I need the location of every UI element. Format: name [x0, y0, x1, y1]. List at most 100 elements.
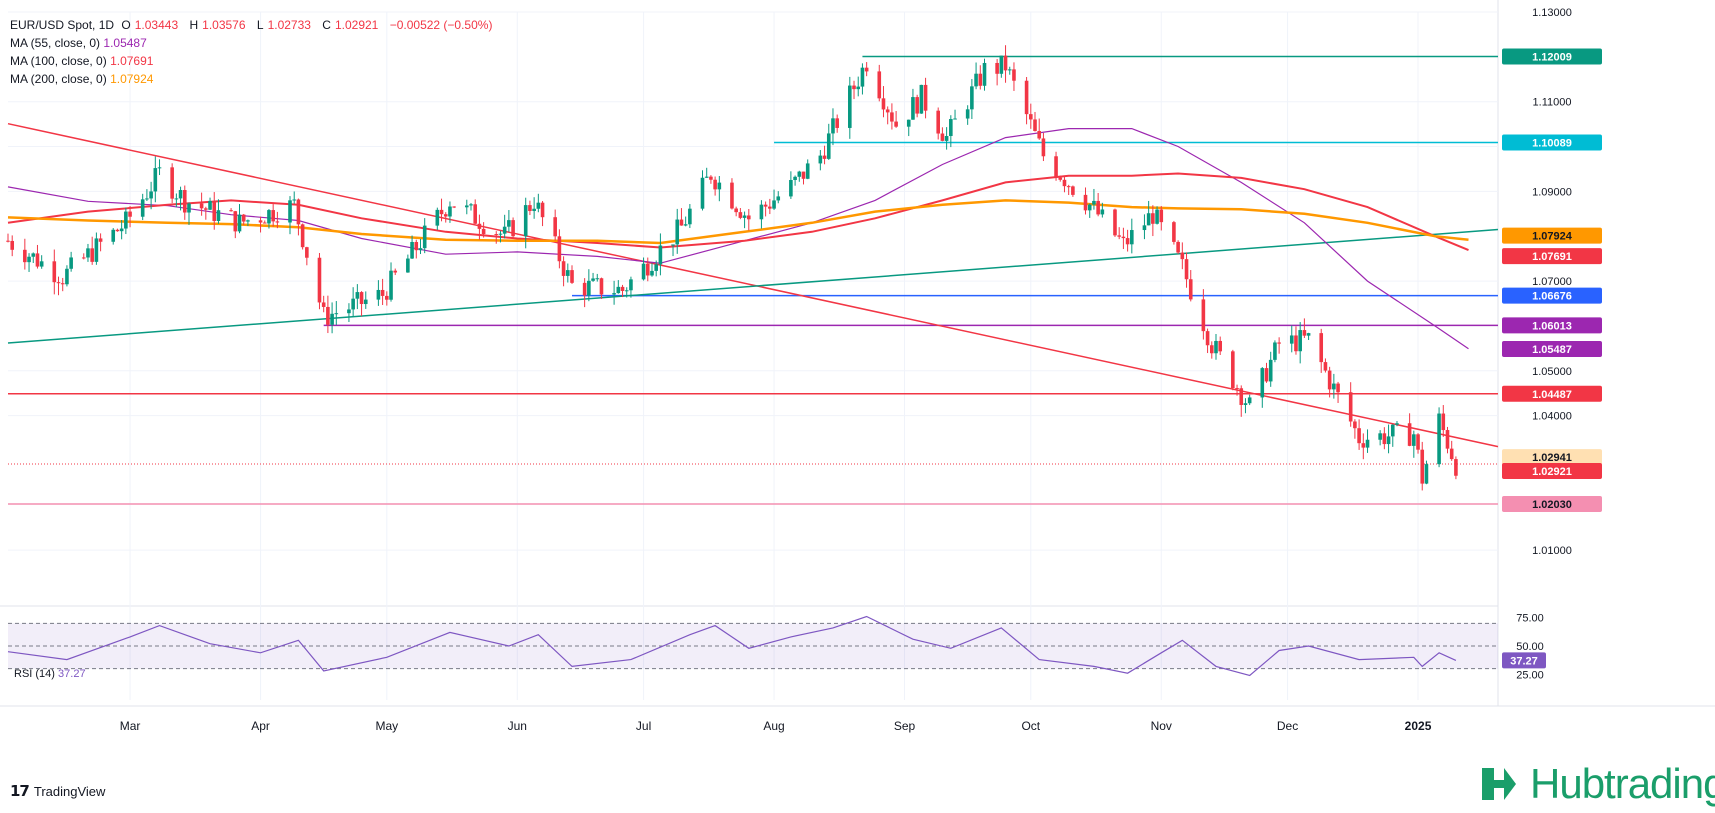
- x-tick-label: Aug: [763, 719, 784, 733]
- candle-body: [267, 210, 271, 224]
- price-line-label: 1.06676: [1532, 291, 1572, 303]
- candle-body: [300, 224, 305, 248]
- candle-body: [406, 258, 410, 273]
- candle-body: [936, 110, 940, 134]
- candle-body: [1146, 213, 1151, 226]
- candle-body: [317, 257, 322, 303]
- candle-body: [801, 171, 806, 179]
- candle-body: [448, 206, 452, 217]
- candle-body: [204, 208, 208, 210]
- tradingview-brand[interactable]: 𝟭𝟳 TradingView: [10, 782, 105, 800]
- candle-body: [982, 62, 987, 86]
- candle-body: [797, 171, 802, 177]
- candle-body: [532, 208, 536, 212]
- price-line-label-bg: [1502, 495, 1602, 512]
- candle-body: [612, 293, 616, 295]
- price-line-label: 1.04487: [1532, 389, 1572, 401]
- candle-body: [1390, 424, 1395, 437]
- candle-body: [1180, 252, 1185, 260]
- candle-body: [237, 214, 242, 232]
- candle-body: [1353, 421, 1357, 429]
- candle-body: [746, 215, 751, 220]
- candle-body: [376, 289, 381, 300]
- symbol-label[interactable]: EUR/USD Spot, 1D: [10, 18, 115, 32]
- candle-body: [906, 119, 911, 127]
- ohlc-row: EUR/USD Spot, 1D O 1.03443 H 1.03576 L 1.02…: [10, 16, 496, 34]
- candle-body: [86, 248, 90, 258]
- ma100-value: 1.07691: [110, 54, 154, 68]
- candle-body: [1028, 114, 1033, 120]
- candle-body: [498, 233, 503, 235]
- candle-body: [208, 200, 212, 210]
- candle-body: [178, 190, 183, 199]
- candle-body: [410, 242, 414, 259]
- candle-body: [145, 198, 149, 200]
- ma55-row[interactable]: MA (55, close, 0) 1.05487: [10, 34, 496, 52]
- candle-body: [831, 118, 835, 134]
- candle-body: [1327, 370, 1332, 390]
- axis-value-label-bg: [1502, 449, 1602, 466]
- candle-body: [1231, 351, 1235, 389]
- candle-body: [915, 97, 919, 114]
- axis-value-label-bg: [1502, 340, 1602, 357]
- x-tick-label: 2025: [1405, 719, 1432, 733]
- x-tick-label: May: [375, 719, 398, 733]
- x-tick-label: Nov: [1151, 719, 1172, 733]
- current-price-label-bg: [1502, 463, 1602, 480]
- y-tick-label: 1.05000: [1532, 366, 1572, 378]
- ma100-row[interactable]: MA (100, close, 0) 1.07691: [10, 52, 496, 70]
- candle-body: [233, 211, 238, 232]
- candle-body: [469, 204, 473, 206]
- candle-body: [789, 180, 793, 197]
- close-value: C 1.02921: [322, 18, 379, 32]
- ma200-row[interactable]: MA (200, close, 0) 1.07924: [10, 70, 496, 88]
- candle-body: [355, 292, 360, 299]
- candle-body: [296, 199, 301, 225]
- candle-body: [1218, 340, 1223, 352]
- candle-body: [1420, 449, 1425, 484]
- candle-body: [1024, 80, 1029, 115]
- candle-body: [1361, 443, 1366, 448]
- candle-body: [443, 214, 448, 217]
- candle-body: [140, 199, 145, 217]
- candle-body: [1395, 423, 1399, 425]
- candle-body: [709, 176, 713, 180]
- candle-body: [763, 204, 768, 207]
- candle-body: [1386, 436, 1391, 445]
- candle-body: [1294, 335, 1298, 352]
- candle-body: [1449, 448, 1454, 460]
- tradingview-logo-icon: 𝟭𝟳: [10, 783, 30, 800]
- candle-body: [69, 257, 73, 269]
- candle-body: [713, 179, 717, 190]
- candle-body: [115, 229, 120, 232]
- candle-body: [1188, 279, 1193, 300]
- candle-body: [305, 247, 309, 258]
- candle-body: [944, 136, 949, 141]
- rsi-legend[interactable]: RSI (14) 37.27: [14, 668, 86, 680]
- candle-body: [911, 97, 915, 120]
- trendline: [7, 228, 1499, 344]
- candle-body: [334, 313, 339, 315]
- candle-body: [848, 85, 852, 128]
- candle-body: [1454, 459, 1458, 476]
- candle-body: [679, 219, 684, 226]
- candle-body: [418, 248, 423, 251]
- candle-body: [385, 295, 389, 300]
- candle-body: [1319, 333, 1324, 363]
- candle-body: [1243, 403, 1248, 405]
- candle-body: [422, 225, 427, 249]
- candle-body: [1184, 259, 1189, 280]
- candle-body: [1142, 225, 1147, 231]
- candle-body: [258, 220, 263, 223]
- candle-body: [439, 209, 444, 215]
- candle-body: [1092, 200, 1096, 205]
- candle-body: [321, 302, 326, 307]
- candle-body: [523, 205, 528, 237]
- candle-body: [111, 229, 116, 242]
- candle-body: [65, 268, 69, 285]
- y-tick-label: 1.04000: [1532, 411, 1572, 423]
- candle-body: [561, 261, 566, 276]
- price-line-label-bg: [1502, 134, 1602, 151]
- axis-value-label-bg: [1502, 227, 1602, 244]
- candle-body: [978, 73, 983, 86]
